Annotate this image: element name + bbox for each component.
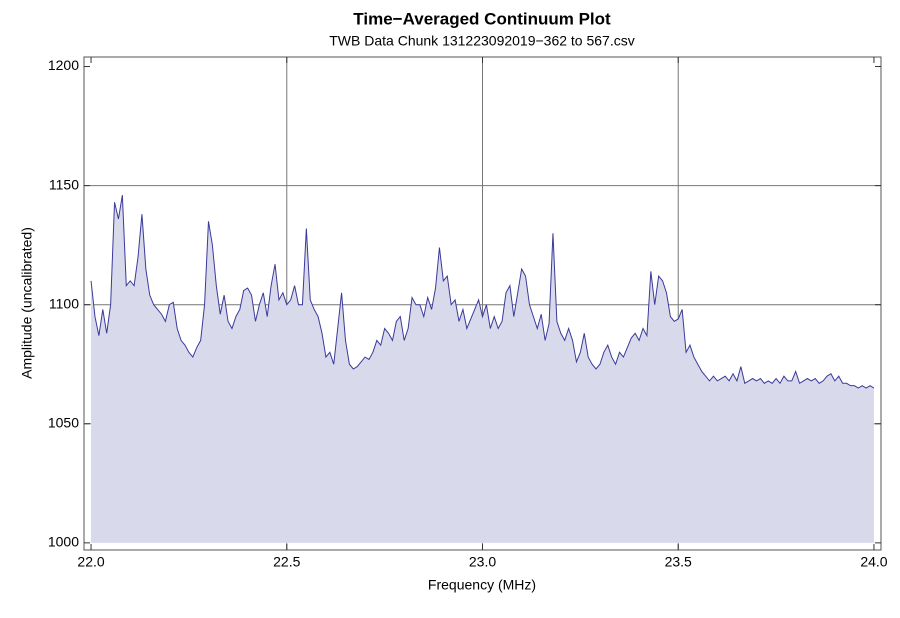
y-tick-label: 1100 — [49, 295, 79, 311]
chart-subtitle: TWB Data Chunk 131223092019−362 to 567.c… — [329, 33, 634, 49]
y-tick-label: 1000 — [48, 534, 79, 550]
y-tick-label: 1200 — [48, 57, 79, 73]
area-fill — [91, 195, 874, 543]
y-tick-label: 1150 — [49, 176, 79, 192]
chart-title: Time−Averaged Continuum Plot — [353, 9, 611, 28]
x-tick-label: 23.0 — [469, 554, 496, 570]
x-tick-label: 24.0 — [860, 554, 887, 570]
x-tick-label: 22.0 — [77, 554, 104, 570]
y-tick-label: 1050 — [48, 414, 79, 430]
x-axis-label: Frequency (MHz) — [428, 577, 536, 593]
line — [90, 195, 875, 389]
x-tick-label: 23.5 — [665, 554, 692, 570]
y-axis-label: Amplitude (uncalibrated) — [19, 227, 35, 379]
x-tick-label: 22.5 — [273, 554, 300, 570]
